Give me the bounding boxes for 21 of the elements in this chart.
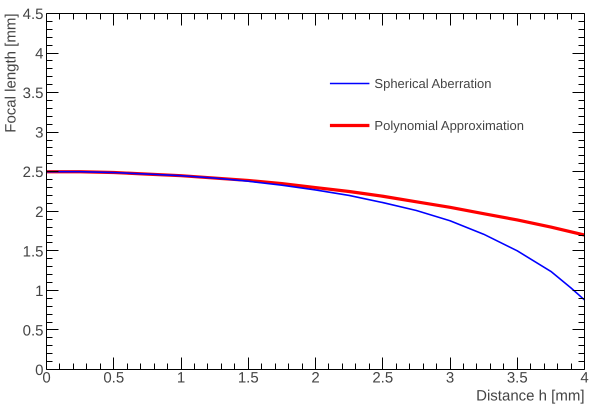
x-tick-label: 4 (580, 370, 589, 386)
legend-label: Spherical Aberration (374, 76, 492, 90)
x-tick-label: 0.5 (103, 370, 124, 386)
y-tick-label: 4 (35, 46, 44, 63)
legend-label: Polynomial Approximation (374, 118, 524, 132)
x-tick-label: 3 (446, 370, 454, 386)
y-axis-title: Focal length [mm] (2, 13, 20, 133)
y-tick-label: 4.5 (22, 6, 44, 23)
x-tick-label: 1.5 (238, 370, 259, 386)
y-tick-label: 2 (35, 204, 44, 221)
x-tick-label: 2 (311, 370, 320, 386)
x-tick-label: 2.5 (372, 370, 394, 386)
y-tick-label: 3 (35, 124, 44, 142)
x-tick-label: 3.5 (506, 370, 528, 386)
y-tick-label: 3.5 (22, 85, 44, 102)
y-tick-label: 1 (35, 282, 44, 300)
x-tick-label: 1 (176, 370, 186, 386)
y-tick-label: 1.5 (22, 243, 44, 260)
y-tick-label: 2.5 (22, 164, 44, 182)
y-tick-label: 0.5 (22, 322, 44, 340)
x-axis-title: Distance h [mm] (476, 388, 585, 404)
